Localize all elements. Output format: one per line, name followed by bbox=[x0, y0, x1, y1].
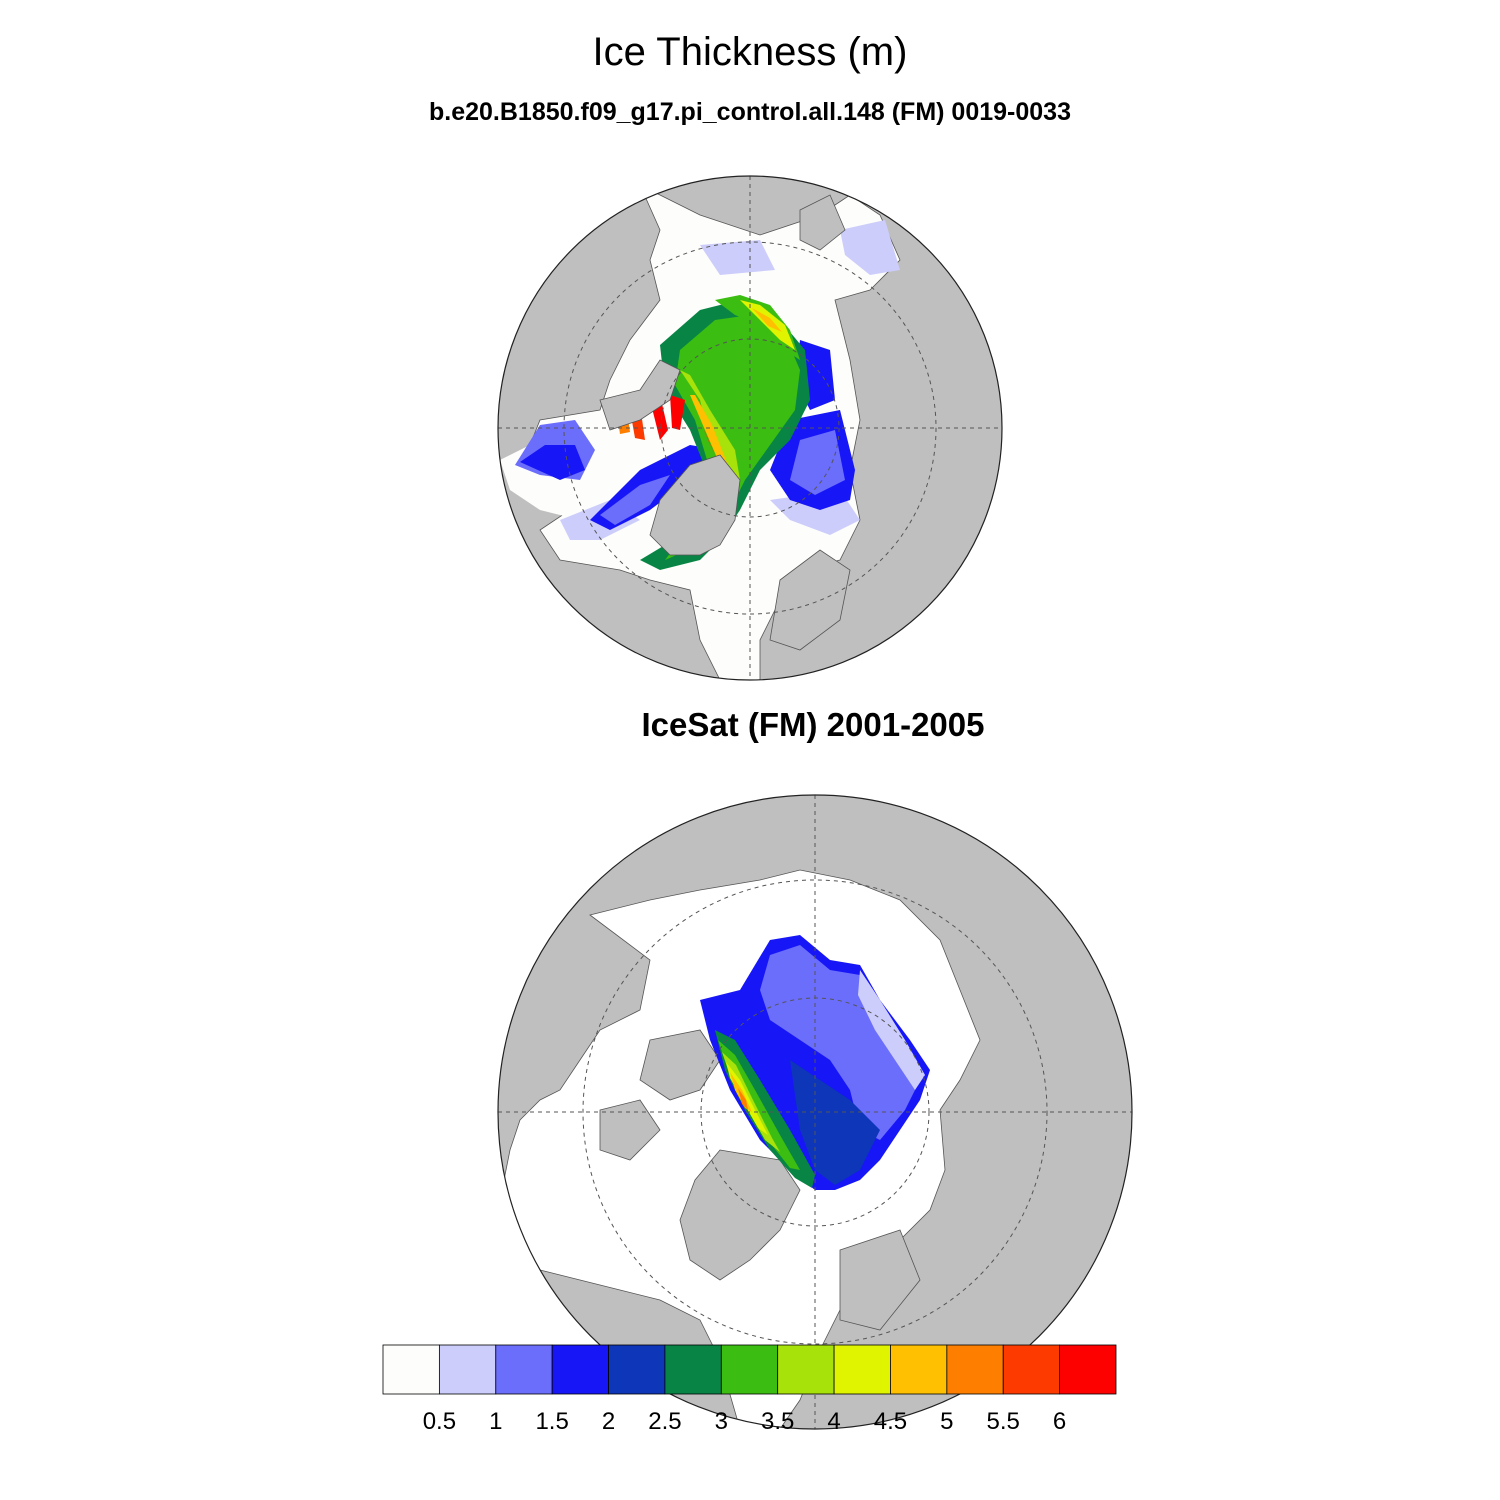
colorbar-box bbox=[720, 1344, 779, 1395]
colorbar-box bbox=[777, 1344, 835, 1395]
model-map-border bbox=[497, 175, 1003, 681]
colorbar-box bbox=[890, 1344, 948, 1395]
colorbar-box bbox=[495, 1344, 553, 1395]
colorbar: 0.5 1 1.5 2 2.5 3 3.5 4 4.5 5 5.5 6 bbox=[382, 1344, 1117, 1435]
colorbar-tick-label: 5.5 bbox=[987, 1408, 1020, 1435]
colorbar-box bbox=[664, 1344, 722, 1395]
colorbar-box bbox=[1002, 1344, 1061, 1395]
panel2-subtitle: IceSat (FM) 2001-2005 bbox=[641, 706, 985, 743]
colorbar-tick-label: 6 bbox=[1053, 1408, 1066, 1435]
colorbar-box bbox=[1059, 1344, 1117, 1395]
colorbar-tick-label: 5 bbox=[940, 1408, 953, 1435]
colorbar-tick-label: 1 bbox=[489, 1408, 502, 1435]
colorbar-tick-label: 2 bbox=[602, 1408, 615, 1435]
colorbar-box bbox=[833, 1344, 891, 1395]
model-map-graticule bbox=[498, 176, 1002, 680]
colorbar-tick-label: 3 bbox=[715, 1408, 728, 1435]
colorbar-box bbox=[551, 1344, 609, 1395]
icesat-map-border bbox=[497, 794, 1133, 1430]
icesat-map-graticule bbox=[498, 795, 1132, 1429]
colorbar-tick-label: 0.5 bbox=[423, 1408, 456, 1435]
panel1-subtitle: b.e20.B1850.f09_g17.pi_control.all.148 (… bbox=[429, 98, 1071, 126]
colorbar-box bbox=[946, 1344, 1004, 1395]
colorbar-tick-label: 3.5 bbox=[761, 1408, 794, 1435]
colorbar-box bbox=[608, 1344, 666, 1395]
figure-title: Ice Thickness (m) bbox=[592, 30, 908, 74]
colorbar-box bbox=[438, 1344, 497, 1395]
colorbar-tick-label: 4 bbox=[827, 1408, 840, 1435]
colorbar-tick-label: 4.5 bbox=[874, 1408, 907, 1435]
colorbar-box bbox=[382, 1344, 440, 1395]
colorbar-tick-label: 2.5 bbox=[648, 1408, 681, 1435]
model-map bbox=[497, 175, 1003, 681]
colorbar-tick-label: 1.5 bbox=[535, 1408, 568, 1435]
icesat-map bbox=[497, 794, 1133, 1430]
